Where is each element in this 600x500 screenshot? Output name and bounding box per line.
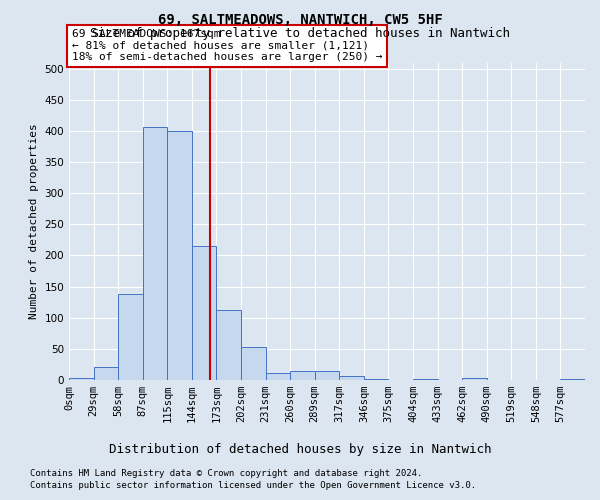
Text: Contains HM Land Registry data © Crown copyright and database right 2024.: Contains HM Land Registry data © Crown c… — [30, 468, 422, 477]
Bar — [143, 126, 167, 380]
Bar — [290, 370, 315, 380]
Bar — [462, 378, 487, 380]
Y-axis label: Number of detached properties: Number of detached properties — [29, 124, 39, 319]
Text: Size of property relative to detached houses in Nantwich: Size of property relative to detached ho… — [90, 28, 510, 40]
Text: Distribution of detached houses by size in Nantwich: Distribution of detached houses by size … — [109, 442, 491, 456]
Text: 69 SALTMEADOWS: 167sqm
← 81% of detached houses are smaller (1,121)
18% of semi-: 69 SALTMEADOWS: 167sqm ← 81% of detached… — [71, 30, 382, 62]
Bar — [217, 310, 241, 380]
Bar — [266, 373, 290, 380]
Bar — [315, 370, 339, 380]
Text: Contains public sector information licensed under the Open Government Licence v3: Contains public sector information licen… — [30, 481, 476, 490]
Bar — [339, 376, 364, 380]
Bar — [69, 378, 94, 380]
Bar — [94, 367, 118, 380]
Text: 69, SALTMEADOWS, NANTWICH, CW5 5HF: 69, SALTMEADOWS, NANTWICH, CW5 5HF — [158, 12, 442, 26]
Bar — [167, 131, 192, 380]
Bar — [560, 379, 585, 380]
Bar — [241, 347, 266, 380]
Bar — [192, 246, 217, 380]
Bar — [118, 294, 143, 380]
